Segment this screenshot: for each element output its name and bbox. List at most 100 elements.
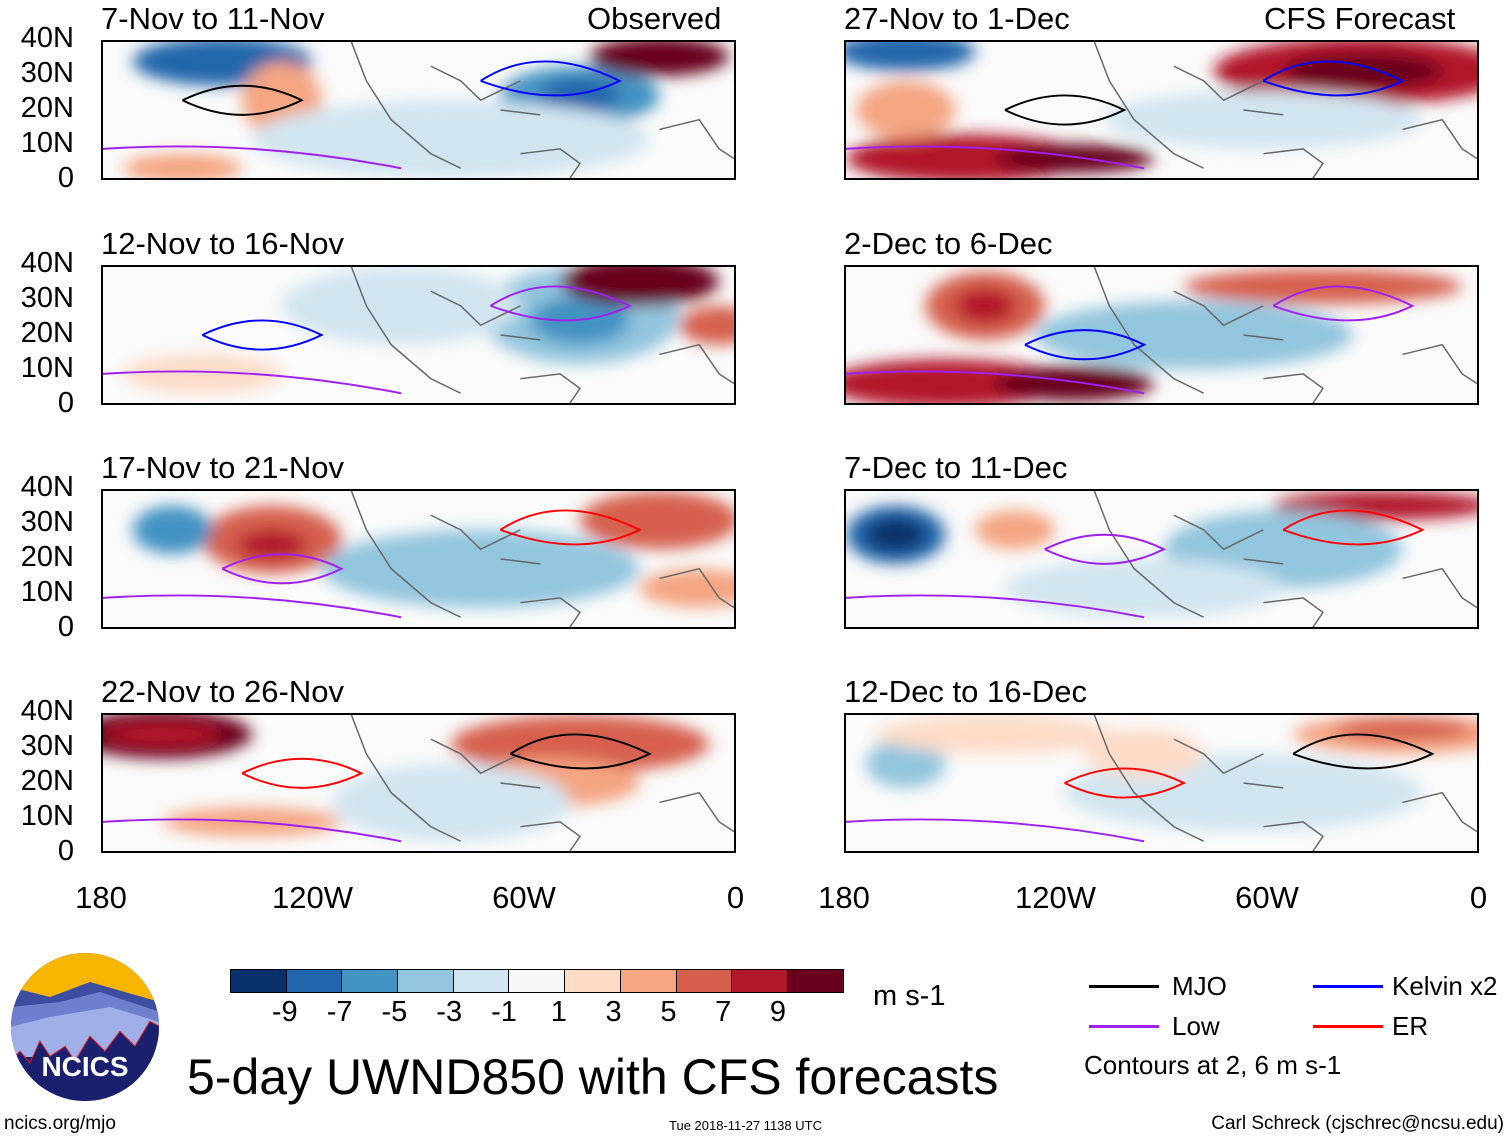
map-panel <box>844 40 1479 180</box>
colorbar-swatch <box>732 970 788 992</box>
coastline <box>350 42 734 178</box>
coastline <box>1093 715 1477 851</box>
y-tick-label: 30N <box>20 506 74 538</box>
wind-anomaly-area <box>252 100 650 178</box>
panel-title: 7-Nov to 11-Nov <box>101 1 325 36</box>
colorbar-swatch <box>342 970 399 992</box>
y-tick-label: 0 <box>57 387 74 419</box>
coastline <box>350 491 734 627</box>
y-tick-label: 0 <box>57 162 74 194</box>
contour-line <box>1282 509 1425 546</box>
wind-anomaly-area <box>237 529 307 559</box>
observed-header: Observed <box>587 1 722 36</box>
contour-line <box>103 370 402 395</box>
wind-anomaly-area <box>122 354 282 394</box>
map-panel <box>101 40 736 180</box>
wind-anomaly-area <box>281 267 521 345</box>
footer-url[interactable]: ncics.org/mjo <box>4 1113 116 1134</box>
contour-line <box>1004 94 1127 126</box>
wind-anomaly-area <box>865 739 946 788</box>
y-tick-label: 20N <box>20 92 74 124</box>
x-tick-label: 60W <box>492 880 556 915</box>
wind-anomaly-area <box>1084 729 1204 779</box>
y-tick-label: 40N <box>20 22 74 54</box>
colorbar-label: -9 <box>271 996 298 1028</box>
legend-label-kelvin: Kelvin x2 <box>1392 971 1498 1001</box>
wind-anomaly-area <box>103 722 223 747</box>
contour-line <box>103 818 402 843</box>
colorbar-label: -3 <box>436 996 463 1028</box>
contour-line <box>182 84 304 116</box>
logo-text: NCICS <box>41 1051 128 1082</box>
wind-anomaly-area <box>995 144 1155 174</box>
legend-label-er: ER <box>1392 1011 1429 1041</box>
colorbar-swatch <box>565 970 621 992</box>
y-tick-label: 30N <box>20 57 74 89</box>
colorbar-swatch <box>453 970 510 992</box>
legend-swatch-mjo <box>1089 985 1159 988</box>
wind-anomaly-area <box>1034 301 1353 369</box>
wind-anomaly-area <box>540 77 620 113</box>
y-tick-label: 10N <box>20 800 74 832</box>
colorbar-swatch <box>231 970 287 992</box>
y-tick-label: 10N <box>20 127 74 159</box>
wind-anomaly-area <box>846 42 976 72</box>
y-tick-label: 30N <box>20 730 74 762</box>
contour-line <box>1272 285 1415 322</box>
panel-title: 22-Nov to 26-Nov <box>101 674 344 709</box>
colorbar-swatch <box>787 970 843 992</box>
footer-credit: Carl Schreck (cjschrec@ncsu.edu) <box>1211 1113 1504 1134</box>
y-tick-label: 20N <box>20 541 74 573</box>
contour-line <box>480 60 622 97</box>
wind-anomaly-area <box>955 288 1015 324</box>
map-panel <box>101 265 736 405</box>
footer-timestamp: Tue 2018-11-27 1138 UTC <box>669 1118 822 1133</box>
y-tick-label: 40N <box>20 471 74 503</box>
colorbar-swatch <box>398 970 454 992</box>
ncics-logo: NCICS <box>10 952 160 1102</box>
y-tick-label: 0 <box>57 611 74 643</box>
contour-line <box>846 594 1145 619</box>
contour-line <box>103 145 402 170</box>
map-panel <box>844 265 1479 405</box>
x-tick-label: 60W <box>1235 880 1299 915</box>
map-panel <box>844 489 1479 629</box>
contour-note: Contours at 2, 6 m s-1 <box>1084 1050 1342 1080</box>
coastline <box>1093 491 1477 627</box>
contour-line <box>1044 533 1167 565</box>
contour-line <box>1064 767 1187 799</box>
colorbar <box>230 969 844 993</box>
wind-anomaly-area <box>560 267 720 306</box>
y-tick-label: 20N <box>20 317 74 349</box>
colorbar-label: -1 <box>491 996 517 1028</box>
y-tick-label: 30N <box>20 282 74 314</box>
forecast-header: CFS Forecast <box>1264 1 1456 36</box>
panel-title: 2-Dec to 6-Dec <box>844 226 1053 261</box>
panel-title: 17-Nov to 21-Nov <box>101 450 344 485</box>
wind-anomaly-area <box>975 510 1055 550</box>
contour-line <box>509 733 652 770</box>
colorbar-units: m s-1 <box>873 980 946 1012</box>
main-title: 5-day UWND850 with CFS forecasts <box>187 1049 999 1105</box>
wind-anomaly-area <box>875 715 1115 754</box>
wind-anomaly-area <box>331 763 571 842</box>
colorbar-label: 5 <box>660 996 677 1028</box>
wind-anomaly-area <box>855 80 956 140</box>
wind-anomaly-area <box>132 505 213 555</box>
colorbar-label: 7 <box>715 996 732 1028</box>
colorbar-swatch <box>676 970 733 992</box>
x-tick-label: 0 <box>726 880 745 915</box>
y-tick-label: 10N <box>20 576 74 608</box>
contour-line <box>1024 329 1147 361</box>
wind-anomaly-area <box>450 715 710 774</box>
y-tick-label: 0 <box>57 835 74 867</box>
wind-anomaly-area <box>865 517 926 553</box>
legend-label-low: Low <box>1172 1011 1220 1041</box>
contour-line <box>221 553 344 585</box>
wind-anomaly-area <box>1104 90 1423 149</box>
colorbar-swatch <box>509 970 566 992</box>
wind-anomaly-area <box>679 305 734 345</box>
contour-line <box>489 285 632 322</box>
coastline <box>1093 42 1477 178</box>
x-tick-label: 120W <box>272 880 353 915</box>
